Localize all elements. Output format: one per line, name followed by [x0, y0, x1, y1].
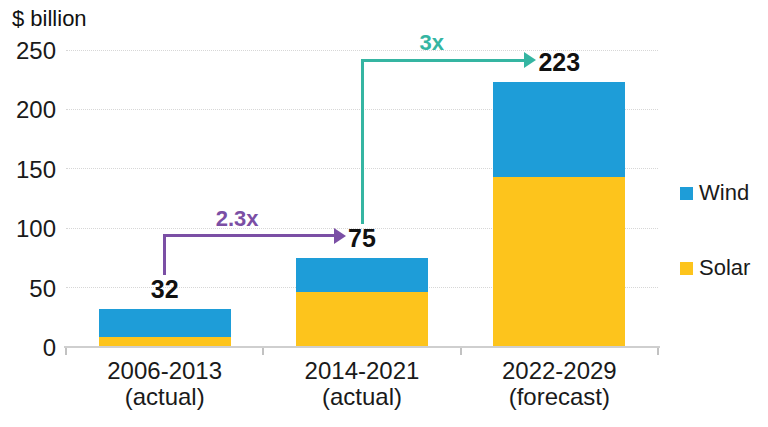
x-axis-label-line2: (actual)	[272, 384, 452, 410]
legend-swatch-wind	[680, 187, 693, 200]
stacked-bar-chart: $ billion 050100150200250322006-2013(act…	[0, 0, 768, 427]
legend-label-wind: Wind	[699, 180, 749, 206]
growth-arrow-vertical-0	[163, 236, 166, 275]
bar-segment-wind-2	[493, 82, 625, 177]
bar-total-label-2: 223	[499, 48, 619, 77]
legend-item-wind: Wind	[680, 180, 749, 206]
x-axis-label-2: 2022-2029(forecast)	[469, 358, 649, 410]
bar-total-label-1: 75	[302, 224, 422, 253]
y-tick-label-250: 250	[0, 37, 56, 65]
bar-segment-wind-0	[99, 309, 231, 338]
y-tick-label-0: 0	[0, 334, 56, 362]
x-axis-label-line1: 2014-2021	[272, 358, 452, 384]
x-axis-tick-0	[65, 348, 67, 355]
growth-arrow-label-0: 2.3x	[177, 206, 297, 232]
y-tick-label-200: 200	[0, 96, 56, 124]
y-tick-label-150: 150	[0, 156, 56, 184]
x-axis-label-1: 2014-2021(actual)	[272, 358, 452, 410]
y-axis-unit-label: $ billion	[12, 6, 87, 32]
legend-item-solar: Solar	[680, 255, 750, 281]
y-tick-label-50: 50	[0, 275, 56, 303]
x-axis-line	[64, 346, 660, 348]
legend-label-solar: Solar	[699, 255, 750, 281]
growth-arrow-vertical-1	[361, 60, 364, 224]
x-axis-label-line1: 2022-2029	[469, 358, 649, 384]
bar-segment-wind-1	[296, 258, 428, 292]
growth-arrow-head-1	[524, 52, 536, 68]
x-axis-tick-2	[460, 348, 462, 355]
bar-segment-solar-1	[296, 292, 428, 347]
x-axis-label-line2: (actual)	[75, 384, 255, 410]
growth-arrow-horizontal-0	[163, 234, 334, 237]
growth-arrow-head-0	[334, 228, 346, 244]
bar-total-label-0: 32	[105, 275, 225, 304]
x-axis-label-line2: (forecast)	[469, 384, 649, 410]
x-axis-label-0: 2006-2013(actual)	[75, 358, 255, 410]
x-axis-tick-3	[657, 348, 659, 355]
legend-swatch-solar	[680, 262, 693, 275]
bar-segment-solar-2	[493, 177, 625, 347]
growth-arrow-label-1: 3x	[372, 30, 492, 56]
x-axis-label-line1: 2006-2013	[75, 358, 255, 384]
growth-arrow-horizontal-1	[361, 59, 525, 62]
x-axis-tick-1	[262, 348, 264, 355]
y-tick-label-100: 100	[0, 215, 56, 243]
